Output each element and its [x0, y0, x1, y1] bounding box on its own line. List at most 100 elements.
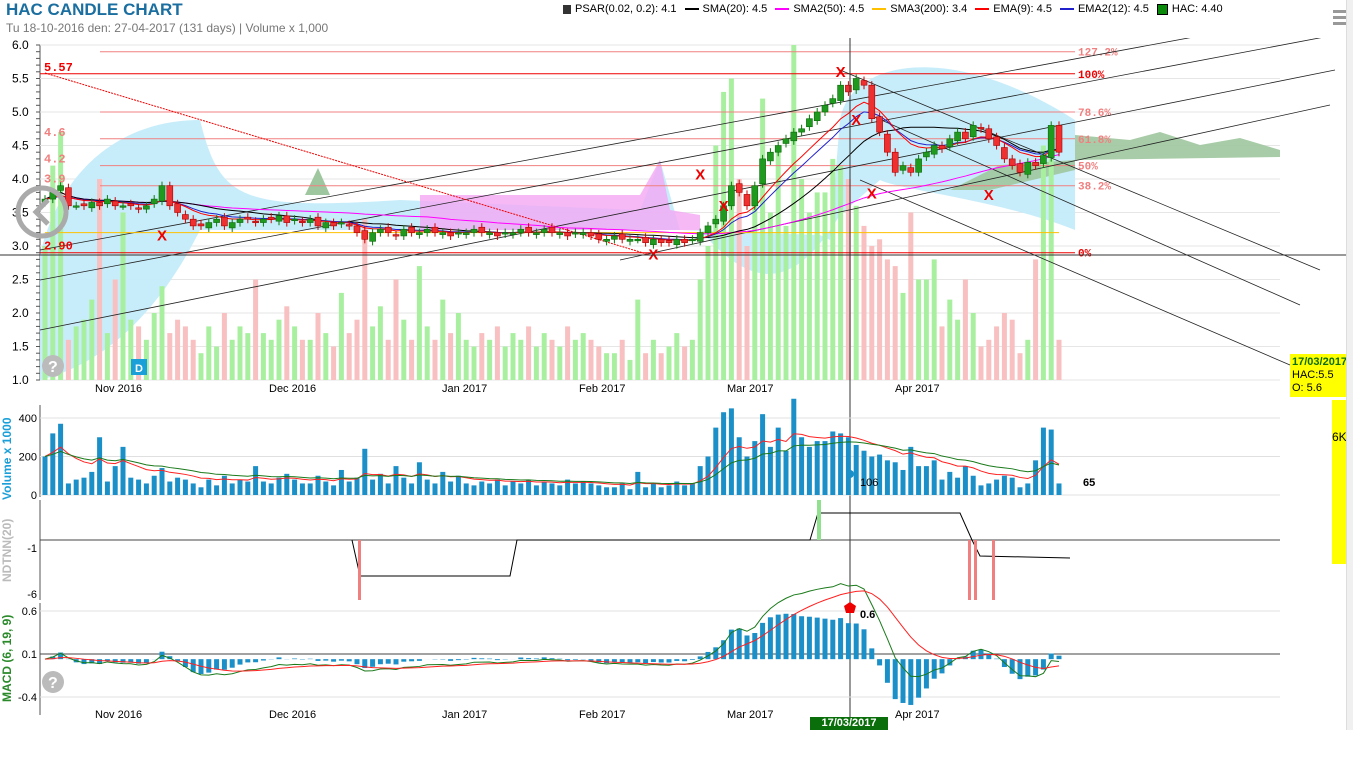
candle [237, 219, 243, 222]
macd-histogram-bar [830, 620, 835, 659]
volume-bar [472, 485, 477, 495]
volume-bar [347, 482, 352, 495]
volume-bar [97, 437, 102, 495]
candle [182, 215, 188, 220]
legend-item[interactable]: SMA3(200): 3.4 [872, 3, 967, 15]
volume-overlay-bar [214, 347, 219, 381]
candle [830, 99, 836, 104]
volume-bar [456, 476, 461, 495]
x-tick-label: Nov 2016 [95, 709, 142, 721]
macd-histogram-bar [495, 659, 500, 660]
volume-overlay-bar [729, 79, 734, 381]
volume-bar [573, 483, 578, 495]
ndtnn-bar-neg [974, 540, 977, 600]
volume-bar [409, 483, 414, 495]
legend-item[interactable]: SMA(20): 4.5 [685, 3, 768, 15]
candle [284, 216, 290, 223]
volume-bar [752, 441, 757, 495]
legend-item[interactable]: EMA(9): 4.5 [975, 3, 1052, 15]
candle [752, 186, 758, 206]
candle [89, 202, 95, 207]
candle [292, 219, 298, 221]
macd-histogram-bar [82, 659, 87, 664]
candle [588, 233, 594, 236]
legend-item[interactable]: PSAR(0.02, 0.2): 4.1 [563, 3, 677, 15]
tooltip-open: O: 5.6 [1292, 382, 1351, 395]
fib-label: 61.8% [1078, 135, 1111, 147]
tooltip-extra: 6K [1332, 430, 1347, 444]
volume-overlay-bar [885, 259, 890, 380]
macd-histogram-bar [877, 659, 882, 665]
legend-item[interactable]: SMA2(50): 4.5 [775, 3, 864, 15]
volume-overlay-bar [542, 333, 547, 380]
volume-overlay-bar [425, 326, 430, 380]
macd-histogram-bar [659, 659, 664, 662]
volume-crosshair-point [846, 470, 854, 478]
volume-overlay-bar [674, 333, 679, 380]
scrollbar[interactable] [1346, 0, 1353, 730]
volume-bar [144, 483, 149, 495]
legend-label: SMA2(50): 4.5 [793, 3, 864, 15]
volume-bar [191, 483, 196, 495]
price-level-label: 5.57 [44, 61, 73, 75]
macd-histogram-bar [737, 629, 742, 660]
candle [393, 235, 399, 237]
legend-label: PSAR(0.02, 0.2): 4.1 [575, 3, 677, 15]
volume-overlay-bar [401, 320, 406, 380]
d-badge-glyph: D [135, 363, 143, 375]
legend-item[interactable]: HAC: 4.40 [1157, 3, 1223, 15]
chart-canvas[interactable]: 6.05.55.04.54.03.53.02.52.01.51.0127.2%1… [0, 38, 1346, 768]
y-tick-label: 2.0 [12, 306, 29, 320]
volume-overlay-bar [550, 340, 555, 380]
candle [682, 239, 688, 242]
volume-bar [550, 483, 555, 495]
macd-histogram-bar [667, 659, 672, 662]
volume-overlay-bar [511, 333, 516, 380]
x-tick-label: Feb 2017 [579, 709, 625, 721]
legend-item[interactable]: EMA2(12): 4.5 [1060, 3, 1149, 15]
candle [775, 146, 781, 153]
volume-bar [823, 441, 828, 495]
volume-bar [1025, 483, 1030, 495]
volume-bar [394, 466, 399, 495]
volume-bar [479, 482, 484, 495]
candle [112, 201, 118, 206]
volume-bar [596, 485, 601, 495]
legend-swatch-icon [975, 8, 989, 10]
candle [728, 186, 734, 206]
candle [541, 229, 547, 232]
volume-bar [994, 480, 999, 495]
volume-overlay-bar [838, 166, 843, 380]
volume-overlay-bar [472, 347, 477, 381]
volume-bar [160, 468, 165, 495]
tooltip-value: HAC:5.5 [1292, 369, 1351, 382]
legend-label: HAC: 4.40 [1172, 3, 1223, 15]
macd-histogram-bar [752, 633, 757, 659]
volume-bar [815, 441, 820, 495]
volume-bar [308, 483, 313, 495]
help-icon-glyph: ? [48, 675, 58, 692]
macd-histogram-bar [573, 659, 578, 660]
volume-bar [378, 474, 383, 495]
macd-histogram-bar [979, 649, 984, 659]
help-icon-glyph: ? [48, 359, 58, 376]
volume-bar [901, 470, 906, 495]
candle [385, 227, 391, 232]
candle [869, 85, 875, 119]
macd-histogram-bar [378, 659, 383, 664]
candle [931, 146, 937, 155]
volume-bar [776, 428, 781, 495]
fib-label: 127.2% [1078, 48, 1118, 60]
macd-histogram-bar [355, 659, 360, 664]
macd-histogram-bar [394, 659, 399, 664]
volume-overlay-bar [745, 246, 750, 380]
macd-histogram-bar [401, 659, 406, 662]
macd-histogram-bar [932, 659, 937, 679]
x-tick-label: Apr 2017 [895, 709, 940, 721]
candle [159, 186, 165, 201]
volume-overlay-bar [940, 326, 945, 380]
candle [510, 233, 516, 235]
macd-histogram-bar [823, 619, 828, 660]
macd-histogram-bar [612, 659, 617, 662]
tooltip: 17/03/2017 HAC:5.5 O: 5.6 6K [1290, 354, 1349, 564]
